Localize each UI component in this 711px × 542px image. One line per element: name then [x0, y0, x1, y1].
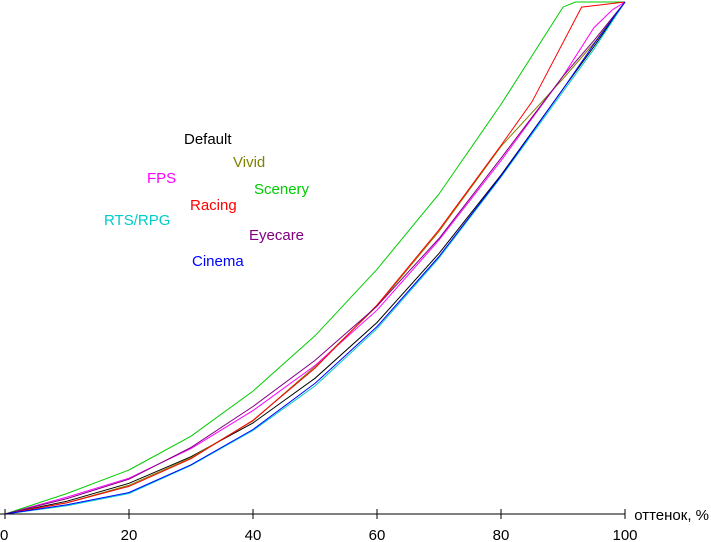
series-line-racing: [4, 1, 626, 515]
series-line-vivid: [4, 1, 626, 515]
x-tick-label-80: 80: [493, 527, 510, 542]
legend-label-default: Default: [184, 131, 232, 148]
x-tick-label-20: 20: [121, 527, 138, 542]
series-line-rts-rpg: [4, 1, 626, 515]
x-tick-label-0: 0: [0, 527, 8, 542]
legend-label-cinema: Cinema: [192, 253, 244, 270]
legend-label-eyecare: Eyecare: [249, 227, 304, 244]
series-lines-group: [4, 1, 626, 515]
x-axis-label: оттенок, %: [634, 507, 709, 524]
x-tick-label-60: 60: [369, 527, 386, 542]
legend-label-scenery: Scenery: [254, 181, 310, 198]
series-line-default: [4, 1, 626, 515]
series-line-fps: [4, 1, 626, 515]
legend-label-rts-rpg: RTS/RPG: [104, 212, 170, 229]
x-tick-label-100: 100: [612, 527, 637, 542]
legend-label-vivid: Vivid: [233, 154, 265, 171]
series-line-cinema: [4, 1, 626, 515]
x-ticks-group: 0 20 40 60 80 100: [0, 509, 638, 542]
legend-label-racing: Racing: [190, 197, 237, 214]
series-line-scenery: [4, 1, 625, 515]
legend-label-fps: FPS: [147, 170, 176, 187]
x-tick-label-40: 40: [245, 527, 262, 542]
series-line-eyecare: [4, 1, 626, 515]
